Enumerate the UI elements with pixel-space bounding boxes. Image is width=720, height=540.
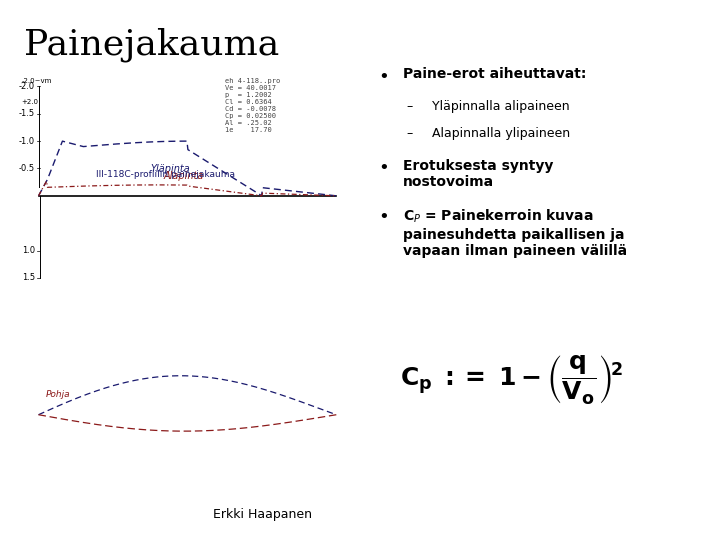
Text: •: • (378, 68, 389, 85)
Text: -1.0: -1.0 (19, 137, 35, 146)
Text: $\mathbf{C_p}$$\mathbf{\ :=\ 1 - \left(\dfrac{q}{V_o}\right)^{\!2}}$: $\mathbf{C_p}$$\mathbf{\ :=\ 1 - \left(\… (400, 354, 623, 407)
Text: Paine-erot aiheuttavat:: Paine-erot aiheuttavat: (403, 68, 587, 82)
Text: eh 4-118..pro
Ve = 40.0017
p  = 1.2002
Cl = 0.6364
Cd = -0.0078
Cp = 0.02500
Al : eh 4-118..pro Ve = 40.0017 p = 1.2002 Cl… (225, 78, 280, 133)
Text: Alapinnalla ylipaineen: Alapinnalla ylipaineen (432, 127, 570, 140)
Text: Yläpinta: Yläpinta (150, 164, 190, 174)
Text: -1.5: -1.5 (19, 109, 35, 118)
Text: -0.5: -0.5 (19, 164, 35, 173)
Text: Alapinta: Alapinta (163, 172, 204, 181)
Text: Yläpinnalla alipaineen: Yläpinnalla alipaineen (432, 100, 570, 113)
Text: Erotuksesta syntyy
nostovoima: Erotuksesta syntyy nostovoima (403, 159, 554, 190)
Text: •: • (378, 208, 389, 226)
Text: +2.0: +2.0 (22, 99, 39, 105)
Text: -2.0~vm: -2.0~vm (22, 78, 52, 84)
Text: –: – (407, 100, 413, 113)
Text: III-118C-profiilin painejakauma: III-118C-profiilin painejakauma (96, 170, 235, 179)
Text: –: – (407, 127, 413, 140)
Text: •: • (378, 159, 389, 177)
Text: 1.0: 1.0 (22, 246, 35, 255)
Text: Painejakauma: Painejakauma (24, 27, 279, 62)
Text: C$_P$ = Painekerroin kuvaa
painesuhdetta paikallisen ja
vapaan ilman paineen väl: C$_P$ = Painekerroin kuvaa painesuhdetta… (403, 208, 627, 258)
Text: 1.5: 1.5 (22, 273, 35, 282)
Text: Erkki Haapanen: Erkki Haapanen (213, 508, 312, 521)
Text: Pohja: Pohja (45, 390, 70, 400)
Text: -2.0: -2.0 (19, 82, 35, 91)
